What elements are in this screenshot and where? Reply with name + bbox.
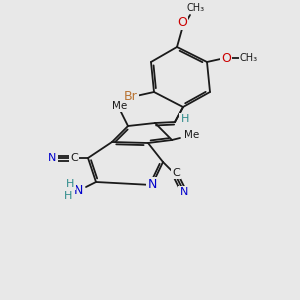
Text: H: H	[181, 114, 189, 124]
Text: Br: Br	[124, 89, 138, 103]
Text: O: O	[221, 52, 231, 64]
Text: H: H	[64, 191, 72, 201]
Text: CH₃: CH₃	[240, 53, 258, 63]
Text: C: C	[70, 153, 78, 163]
Text: C: C	[172, 168, 180, 178]
Text: O: O	[177, 16, 187, 28]
Text: N: N	[180, 187, 188, 197]
Text: N: N	[73, 184, 83, 197]
Text: H: H	[66, 179, 74, 189]
Text: H: H	[181, 114, 189, 124]
Text: Me: Me	[112, 101, 128, 111]
Text: CH₃: CH₃	[187, 3, 205, 13]
Text: N: N	[147, 178, 157, 191]
Text: Me: Me	[184, 130, 200, 140]
Text: N: N	[48, 153, 56, 163]
